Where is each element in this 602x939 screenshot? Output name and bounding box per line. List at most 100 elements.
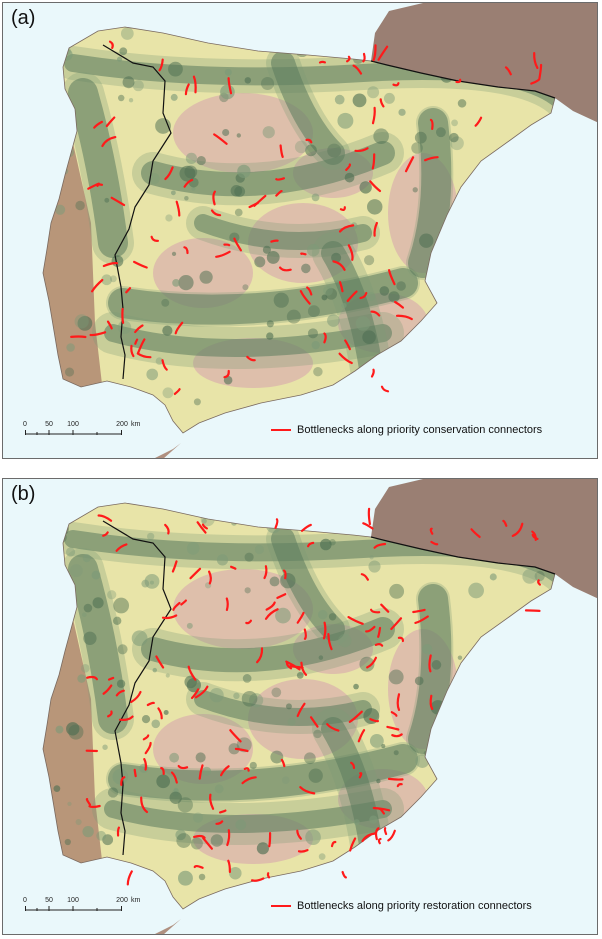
bottleneck-segment xyxy=(339,206,346,211)
map-panel-b: (b) 0 50 100 200 km Bottlenecks along pr… xyxy=(2,478,598,935)
bottleneck-segment xyxy=(429,694,434,710)
bottleneck-segment xyxy=(248,201,259,209)
bottleneck-segment xyxy=(309,716,319,728)
bottleneck-segment xyxy=(202,837,213,850)
bottleneck-segment xyxy=(380,603,390,613)
bottleneck-segments xyxy=(85,507,541,886)
portugal-spain-border xyxy=(102,44,172,380)
bottleneck-segment xyxy=(372,44,377,62)
bottleneck-segment xyxy=(373,221,378,237)
bottleneck-segment xyxy=(208,570,212,585)
bottleneck-segment xyxy=(136,352,152,359)
bottleneck-segment xyxy=(387,829,396,842)
bottleneck-segment xyxy=(360,573,369,581)
bottleneck-segment xyxy=(157,707,163,720)
bottleneck-segment xyxy=(347,616,364,625)
bottleneck-segment xyxy=(140,796,149,814)
bottleneck-segment xyxy=(346,55,351,63)
bottleneck-segment xyxy=(424,156,439,162)
bottleneck-segment xyxy=(323,332,327,344)
bottleneck-segment xyxy=(164,166,174,181)
bottleneck-segment xyxy=(171,560,178,573)
bottleneck-segment xyxy=(327,633,333,651)
bottleneck-segment xyxy=(538,63,543,81)
bottleneck-segment xyxy=(102,261,119,268)
bottleneck-segment xyxy=(146,701,155,707)
bottleneck-segment xyxy=(215,820,224,825)
bottleneck-segment xyxy=(341,870,347,879)
bottleneck-segment xyxy=(344,339,351,351)
scale-bar-b: 0 50 100 200 km xyxy=(23,897,165,919)
bottleneck-segment xyxy=(388,269,396,286)
bottleneck-segment xyxy=(189,567,202,580)
panel-label-a: (a) xyxy=(11,7,36,29)
bottleneck-segment xyxy=(86,675,98,681)
bottleneck-segment xyxy=(276,593,287,599)
bottleneck-segment xyxy=(220,765,230,777)
legend-label-a: Bottlenecks along priority conservation … xyxy=(297,424,543,436)
bottleneck-segment xyxy=(105,116,116,128)
scale-tick-100: 100 xyxy=(67,421,79,428)
bottleneck-segment xyxy=(412,608,426,614)
iberia-map-a xyxy=(3,3,597,458)
bottleneck-segment xyxy=(511,522,524,537)
bottleneck-segment xyxy=(192,75,197,94)
bottleneck-segment xyxy=(299,290,311,305)
bottleneck-segment xyxy=(268,832,272,848)
bottleneck-segment xyxy=(345,163,352,171)
bottleneck-segment xyxy=(530,78,540,85)
bottleneck-segment xyxy=(266,872,271,879)
bottleneck-segment xyxy=(370,368,375,378)
bottleneck-segment xyxy=(180,599,187,606)
map-panel-a: (a) 0 50 100 200 km Bottlenecks along pr… xyxy=(2,2,598,459)
bottleneck-segment xyxy=(300,252,307,256)
bottleneck-segment xyxy=(142,734,150,741)
bottleneck-segment xyxy=(371,106,376,125)
bottleneck-segment xyxy=(392,82,400,87)
bottleneck-segment xyxy=(322,621,327,640)
scale-tick-50: 50 xyxy=(45,897,53,904)
bottleneck-segment xyxy=(223,243,231,247)
bottleneck-segment xyxy=(134,338,139,345)
bottleneck-segment xyxy=(275,177,285,181)
bottleneck-segment xyxy=(524,609,541,612)
bottleneck-segment xyxy=(198,764,204,780)
bottleneck-segment xyxy=(121,307,125,324)
bottleneck-segment xyxy=(394,300,404,309)
bottleneck-segment xyxy=(428,654,432,673)
bottleneck-segment xyxy=(136,338,146,355)
bottleneck-segment xyxy=(367,507,371,526)
bottleneck-segment xyxy=(91,278,104,293)
bottleneck-segment xyxy=(96,183,104,187)
scale-tick-200: 200 xyxy=(116,421,128,428)
scale-line xyxy=(25,906,122,911)
bottleneck-segment xyxy=(377,45,389,61)
bottleneck-segment xyxy=(230,565,237,570)
bottleneck-segment xyxy=(183,246,189,255)
scale-unit: km xyxy=(131,897,141,904)
bottleneck-segment xyxy=(396,783,403,788)
bottleneck-segment xyxy=(306,286,313,296)
bottleneck-segment xyxy=(241,776,257,785)
bottleneck-segment xyxy=(155,655,165,669)
bottleneck-segment xyxy=(380,385,390,393)
bottleneck-segment xyxy=(227,77,233,95)
bottleneck-segment xyxy=(246,355,256,362)
bottleneck-segment xyxy=(429,118,434,130)
bottleneck-segment xyxy=(174,321,184,335)
bottleneck-segment xyxy=(537,579,541,586)
bottleneck-segment xyxy=(243,767,250,772)
bottleneck-segment xyxy=(352,64,363,75)
legend-b: Bottlenecks along priority restoration c… xyxy=(271,900,532,912)
bottleneck-segment xyxy=(88,804,101,809)
bottleneck-segment xyxy=(378,807,385,815)
bottleneck-segment xyxy=(175,200,181,217)
bottleneck-segment xyxy=(300,523,312,532)
bottleneck-segment xyxy=(126,870,133,886)
bottleneck-segment xyxy=(296,829,302,840)
legend-label-b: Bottlenecks along priority restoration c… xyxy=(297,900,532,912)
bottleneck-segment xyxy=(296,702,306,718)
bottleneck-segment xyxy=(265,601,276,611)
bottleneck-segment xyxy=(161,359,168,371)
bottleneck-segment xyxy=(347,244,354,261)
